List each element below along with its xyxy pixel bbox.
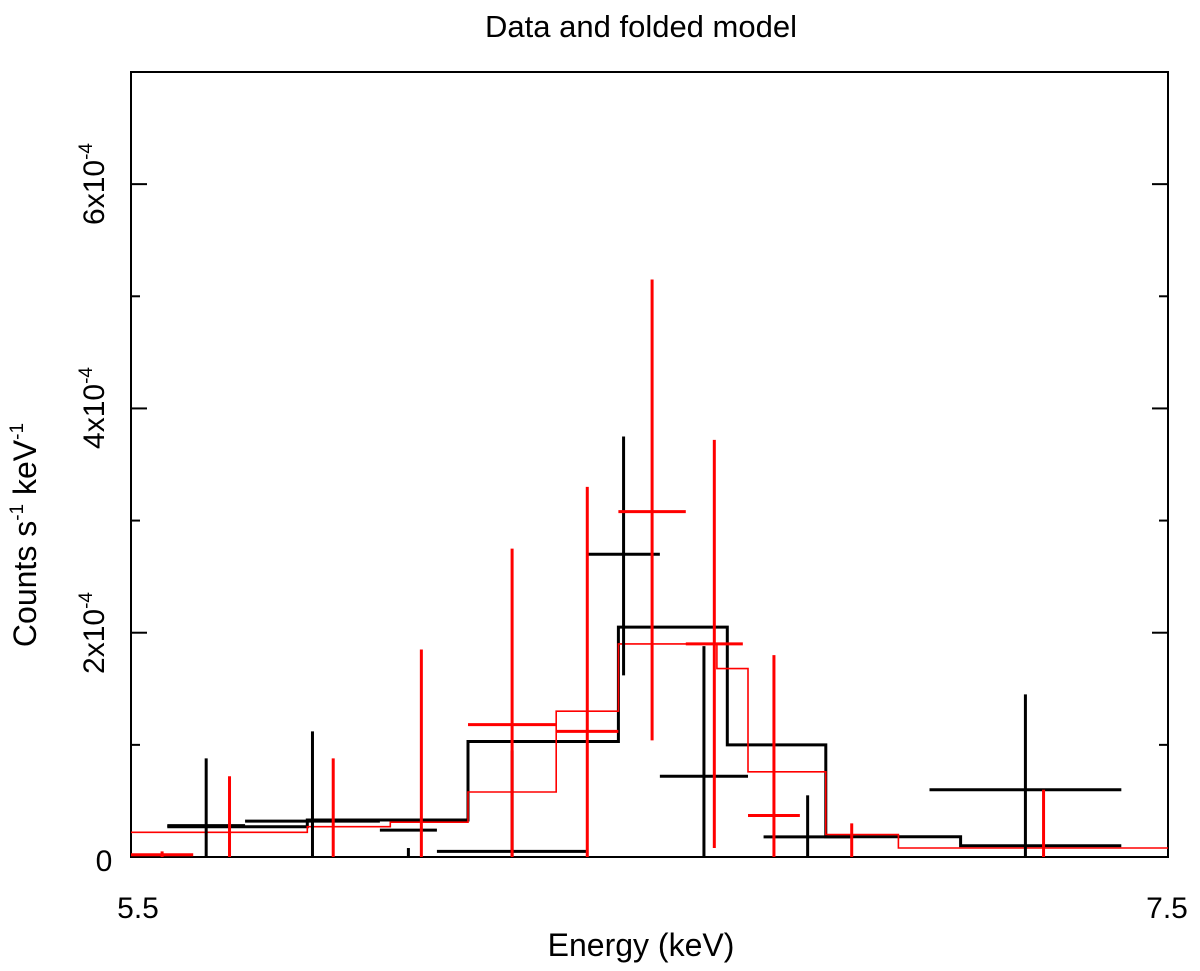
data-point-1-8 (929, 694, 1122, 857)
x-tick-labels: 5.5 7.5 (117, 892, 1188, 925)
data-point-2-7 (618, 279, 686, 741)
y-tick-label-4e-4: 4x10-4 (76, 367, 111, 449)
data-point-2-6 (556, 486, 619, 857)
chart-title: Data and folded model (485, 9, 797, 44)
data-point-1-7 (763, 795, 852, 857)
x-axis-label: Energy (keV) (548, 927, 735, 963)
plot-frame (130, 71, 1169, 858)
data-point-1-6 (659, 646, 749, 857)
model-histograms (131, 625, 1168, 849)
y-tick-label-2e-4: 2x10-4 (76, 592, 111, 674)
data-point-2-9 (748, 655, 800, 857)
data-point-2-5 (468, 548, 557, 857)
model-line-1 (167, 625, 1122, 848)
y-tick-label-6e-4: 6x10-4 (76, 143, 111, 225)
model-line-2 (131, 643, 1168, 849)
data-point-1-2 (245, 731, 380, 857)
axis-ticks (131, 183, 1168, 746)
data-errorbars (131, 279, 1122, 857)
data-point-1-1 (167, 758, 246, 857)
data-point-1-5 (587, 436, 660, 676)
y-tick-label-0: 0 (96, 845, 113, 878)
y-tick-labels: 0 2x10-4 4x10-4 6x10-4 (76, 143, 112, 878)
x-tick-label-5-5: 5.5 (117, 892, 159, 925)
data-point-2-1 (131, 851, 194, 857)
data-point-2-8 (685, 439, 743, 849)
y-axis-label: Counts s-1 keV-1 (7, 423, 43, 647)
x-tick-label-7-5: 7.5 (1146, 892, 1188, 925)
data-point-1-3 (379, 828, 437, 857)
